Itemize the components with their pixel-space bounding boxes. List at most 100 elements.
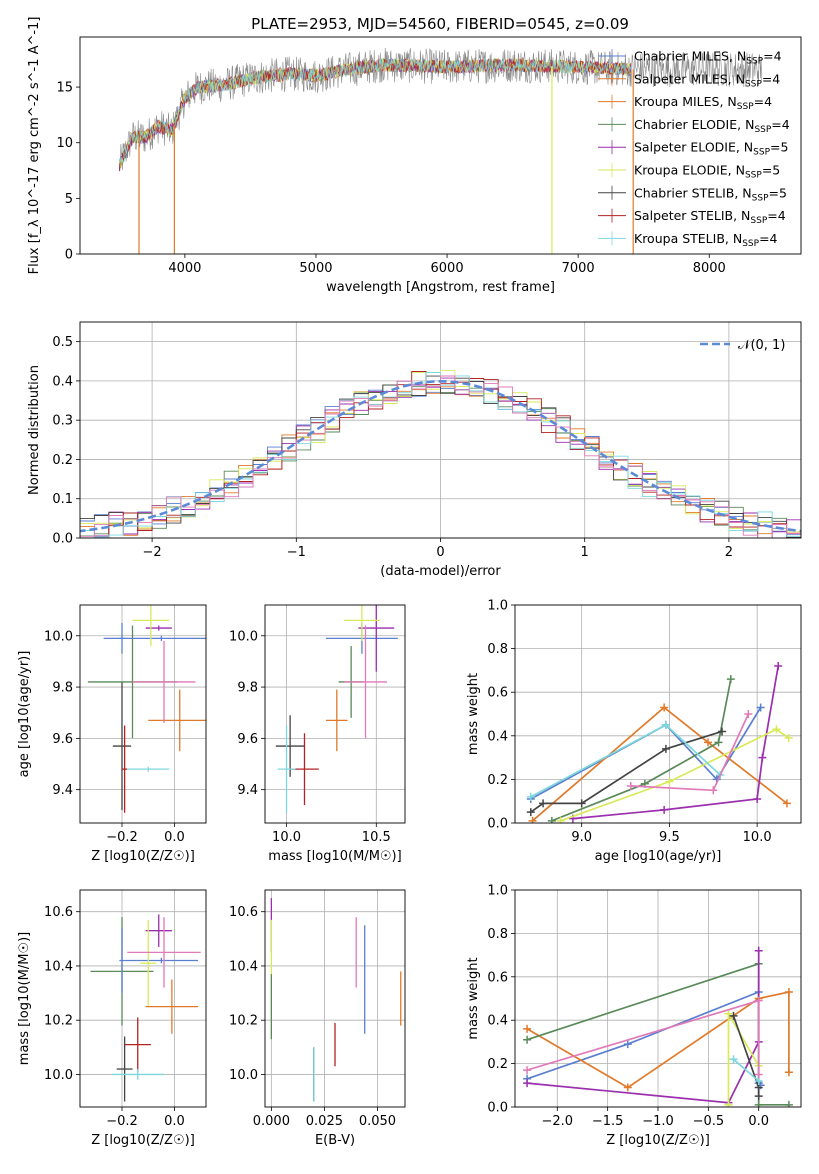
legend-label: Kroupa STELIB, NSSP=4: [634, 231, 778, 249]
mass-weight-marker: [754, 996, 763, 1005]
errorbar-point: [103, 635, 206, 641]
y-tick-label: 10: [56, 136, 73, 151]
mass-weight-marker: [665, 777, 674, 786]
mass-weight-marker: [726, 675, 735, 684]
x-tick-label: 6000: [431, 261, 464, 276]
errorbar-point: [116, 1036, 133, 1102]
mass-weight-marker: [661, 744, 670, 753]
massweight-vs-Z-frame: [514, 889, 802, 1108]
mass-weight-marker: [528, 816, 537, 823]
residuals-frame: [79, 321, 802, 539]
legend-label: Kroupa MILES, NSSP=4: [634, 94, 772, 112]
errorbar-point: [132, 605, 170, 647]
x-tick-label: −1: [287, 545, 306, 560]
y-tick-label: 0.4: [52, 374, 73, 389]
errorbar-point: [119, 927, 125, 994]
residual-histograms: [80, 370, 801, 538]
y-axis-label: age [log10(age/yr)]: [17, 651, 32, 778]
y-axis-label: Flux [f_λ 10^-17 erg cm^-2 s^-1 A^-1]: [27, 17, 42, 275]
x-tick-label: 4000: [168, 261, 201, 276]
age-vs-Z-points: [87, 605, 206, 813]
x-tick-label: 0.0: [748, 1114, 769, 1129]
mass-weight-marker: [660, 703, 669, 712]
age-vs-Z-axes: −0.2 0.0 9.4 9.6 9.8 10.0 Z [log10(Z/Z☉)] age […: [17, 605, 206, 864]
y-axis-label: mass weight: [466, 673, 481, 755]
mass-weight-marker: [744, 710, 753, 718]
mass-weight-marker: [754, 946, 763, 955]
y-tick-label: 0.2: [487, 1057, 508, 1072]
x-tick-label: 0: [436, 545, 444, 560]
errorbar-point: [145, 625, 172, 631]
y-tick-label: 9.4: [52, 783, 73, 798]
massweight-vs-age-axes: 9.0 9.5 10.0 0.0 0.2 0.4 0.6 0.8 1.0 age [log10(a…: [466, 599, 801, 864]
y-tick-label: 10.0: [229, 1068, 258, 1083]
x-axis-label: Z [log10(Z/Z☉)]: [606, 1133, 710, 1148]
mass-vs-EBV-frame: [264, 889, 406, 1108]
residuals-axes: −2 −1 0 1 2 0.0 0.1 0.2 0.3 0.4 0.5 (data-model)/er…: [27, 322, 801, 579]
mass-weight-marker: [729, 1055, 738, 1064]
y-tick-label: 0.3: [52, 414, 73, 429]
massweight-vs-Z-lines: [523, 946, 793, 1107]
x-tick-label: −0.2: [106, 830, 138, 845]
mass-weight-marker: [754, 1100, 763, 1107]
legend-label: Salpeter STELIB, NSSP=4: [634, 208, 786, 226]
spectrum-lines: [118, 47, 762, 254]
mass-weight-marker: [660, 805, 669, 814]
age-vs-Z-frame: [79, 604, 207, 824]
x-axis-label: mass [log10(M/M☉)]: [268, 849, 401, 864]
y-tick-label: 0.4: [487, 729, 508, 744]
y-tick-label: 0.2: [52, 453, 73, 468]
mass-weight-marker: [626, 781, 635, 790]
x-tick-label: 2: [725, 545, 733, 560]
mass-weight-marker: [724, 1100, 733, 1107]
x-tick-label: 7000: [562, 261, 595, 276]
y-tick-label: 0.0: [487, 817, 508, 832]
x-axis-label: Z [log10(Z/Z☉)]: [91, 1133, 195, 1148]
errorbar-point: [277, 725, 296, 813]
errorbar-point: [124, 957, 199, 964]
mass-vs-Z-points: [90, 914, 201, 1102]
y-tick-label: 0.0: [52, 532, 73, 547]
mass-weight-marker: [623, 1083, 632, 1092]
legend-label: Chabrier ELODIE, NSSP=4: [634, 117, 790, 135]
x-tick-label: 9.5: [659, 830, 680, 845]
mass-weight-marker: [523, 1024, 532, 1033]
x-tick-label: 0.050: [359, 1114, 396, 1129]
legend-label: Kroupa ELODIE, NSSP=5: [634, 163, 780, 181]
mass-weight-marker: [784, 733, 793, 742]
mass-weight-marker: [539, 799, 548, 808]
y-tick-label: 10.0: [229, 629, 258, 644]
errorbar-point: [326, 689, 348, 752]
mass-vs-EBV-axes: 0.000 0.025 0.050 10.0 10.2 10.4 10.6 E(B-V): [229, 890, 405, 1148]
errorbar-point: [145, 979, 199, 1034]
age-vs-mass-axes: 10.0 10.5 9.4 9.6 9.8 10.0 mass [log10(M/M☉)]: [229, 605, 405, 864]
mass-weight-marker: [718, 727, 727, 736]
mass-weight-marker: [661, 720, 670, 729]
y-tick-label: 10.2: [44, 1014, 73, 1029]
x-tick-label: 10.0: [743, 830, 772, 845]
errorbar-point: [111, 1069, 164, 1080]
x-tick-label: 0.0: [164, 830, 185, 845]
errorbar-point: [140, 919, 157, 1007]
x-tick-label: 10.0: [272, 830, 301, 845]
y-tick-label: 10.0: [44, 629, 73, 644]
y-tick-label: 10.6: [229, 905, 258, 920]
mass-weight-marker: [714, 738, 723, 747]
y-tick-label: 1.0: [487, 599, 508, 614]
y-tick-label: 0.8: [487, 642, 508, 657]
mass-weight-marker: [709, 786, 718, 795]
y-tick-label: 0: [65, 248, 73, 263]
errorbar-point: [132, 640, 196, 723]
mass-weight-marker: [623, 1040, 632, 1049]
x-axis-label: Z [log10(Z/Z☉)]: [91, 849, 195, 864]
model-spectrum-line: [118, 57, 631, 163]
x-tick-label: 1: [581, 545, 589, 560]
y-tick-label: 0.2: [487, 773, 508, 788]
spectrum-frame: [79, 36, 802, 255]
errorbar-point: [343, 605, 380, 641]
mass-weight-marker: [526, 792, 535, 801]
y-tick-label: 1.0: [487, 884, 508, 899]
y-tick-label: 0.8: [487, 927, 508, 942]
x-tick-label: 10.5: [362, 830, 391, 845]
